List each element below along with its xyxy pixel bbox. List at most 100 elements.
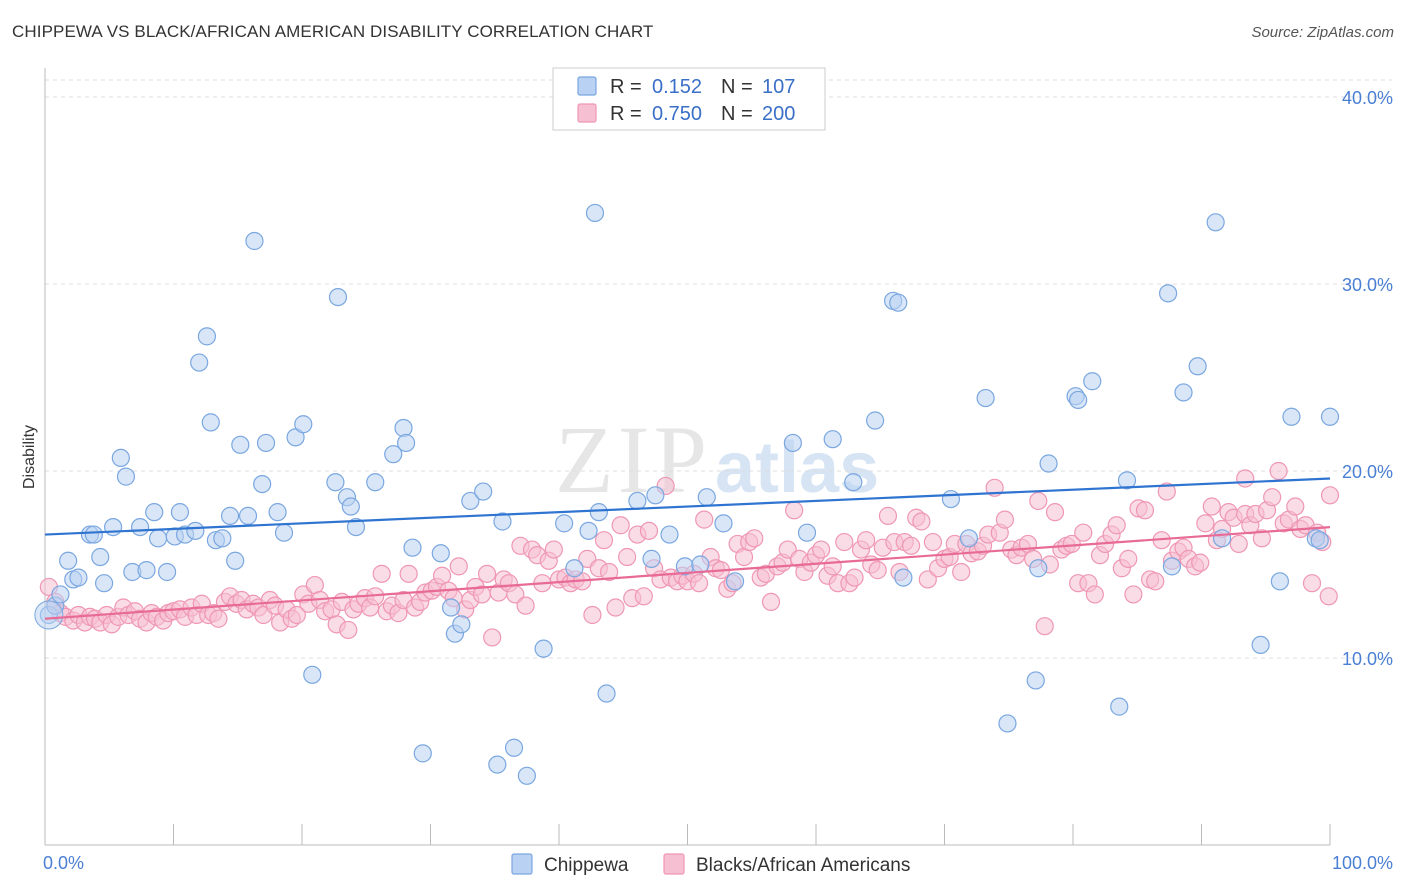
data-point: [59, 551, 78, 570]
data-point: [1026, 671, 1045, 690]
data-point: [976, 388, 995, 408]
data-point: [1119, 549, 1138, 568]
data-point: [689, 574, 709, 593]
x-tick-label: 0.0%: [43, 853, 84, 873]
data-point: [894, 568, 913, 587]
data-point: [483, 628, 502, 647]
data-point: [220, 506, 240, 525]
data-point: [1302, 574, 1322, 593]
data-point: [372, 564, 391, 583]
data-point: [783, 433, 802, 453]
data-point: [148, 529, 168, 548]
data-point: [642, 549, 661, 568]
chart-source: Source: ZipAtlas.com: [1251, 24, 1394, 41]
data-point: [866, 411, 885, 430]
data-point: [294, 415, 313, 434]
legend-swatch: [577, 103, 597, 123]
data-point: [504, 738, 524, 757]
data-point: [995, 510, 1014, 529]
data-point: [488, 755, 507, 774]
data-point: [628, 491, 647, 511]
data-point: [209, 609, 228, 628]
trend-line: [44, 477, 1331, 536]
data-point: [256, 433, 276, 453]
data-point: [474, 482, 493, 501]
data-point: [493, 512, 512, 531]
data-point: [691, 555, 710, 574]
data-point: [583, 605, 602, 625]
data-point: [346, 517, 366, 537]
data-point: [226, 551, 245, 570]
data-point: [1263, 488, 1282, 507]
data-point: [1029, 491, 1048, 511]
data-point: [111, 448, 130, 468]
data-point: [1269, 461, 1288, 481]
data-point: [618, 547, 637, 567]
data-point: [585, 203, 605, 223]
data-point: [84, 525, 103, 544]
data-point: [34, 600, 64, 630]
data-point: [399, 564, 418, 583]
data-point: [1206, 213, 1225, 232]
data-point: [845, 568, 864, 587]
data-point: [1319, 587, 1338, 606]
legend-r-value: 0.152: [652, 76, 702, 98]
data-point: [1229, 534, 1248, 554]
data-point: [1085, 585, 1104, 604]
data-point: [238, 506, 258, 525]
data-point: [1029, 559, 1048, 578]
data-point: [403, 538, 422, 557]
data-point: [245, 231, 264, 251]
y-tick-label: 10.0%: [1342, 649, 1393, 669]
data-point: [594, 531, 614, 550]
data-point: [328, 287, 348, 307]
watermark: ZIP atlas: [555, 406, 879, 513]
data-point: [432, 566, 452, 585]
data-point: [639, 521, 659, 540]
data-point: [384, 445, 403, 464]
data-point: [785, 501, 804, 520]
data-point: [253, 474, 272, 494]
data-point: [213, 529, 232, 548]
data-point: [959, 529, 979, 548]
data-point: [555, 514, 574, 533]
data-point: [1320, 407, 1340, 426]
series-legend: Chippewa Blacks/African Americans: [511, 853, 910, 876]
data-points: [34, 203, 1340, 785]
legend-r-label: R =: [610, 103, 642, 125]
series-legend-swatch: [511, 853, 533, 875]
y-tick-label: 30.0%: [1342, 275, 1393, 295]
series-legend-label: Blacks/African Americans: [696, 855, 910, 876]
data-point: [116, 467, 136, 486]
data-point: [1035, 617, 1054, 636]
data-point: [1191, 553, 1210, 572]
data-point: [341, 497, 360, 516]
data-point: [797, 523, 817, 542]
data-point: [695, 510, 714, 529]
data-point: [823, 557, 842, 576]
legend: R = 0.152 N = 107 R = 0.750 N = 200: [552, 67, 826, 131]
data-point: [611, 516, 630, 535]
data-point: [441, 598, 461, 617]
data-point: [1069, 390, 1088, 410]
data-point: [901, 536, 921, 555]
data-point: [1146, 572, 1165, 591]
data-point: [452, 615, 471, 634]
data-point: [366, 473, 385, 492]
data-point: [952, 562, 971, 582]
data-point: [274, 523, 294, 542]
data-point: [1270, 572, 1289, 591]
data-point: [95, 574, 114, 593]
data-point: [396, 433, 416, 453]
data-point: [1202, 497, 1221, 516]
legend-swatch: [577, 76, 597, 96]
legend-n-value: 107: [762, 76, 795, 98]
data-point: [449, 557, 468, 576]
data-point: [1157, 482, 1176, 501]
data-point: [998, 714, 1017, 733]
data-point: [597, 684, 616, 703]
data-point: [565, 559, 584, 578]
data-point: [579, 521, 598, 540]
data-point: [889, 293, 908, 312]
data-point: [516, 596, 535, 615]
